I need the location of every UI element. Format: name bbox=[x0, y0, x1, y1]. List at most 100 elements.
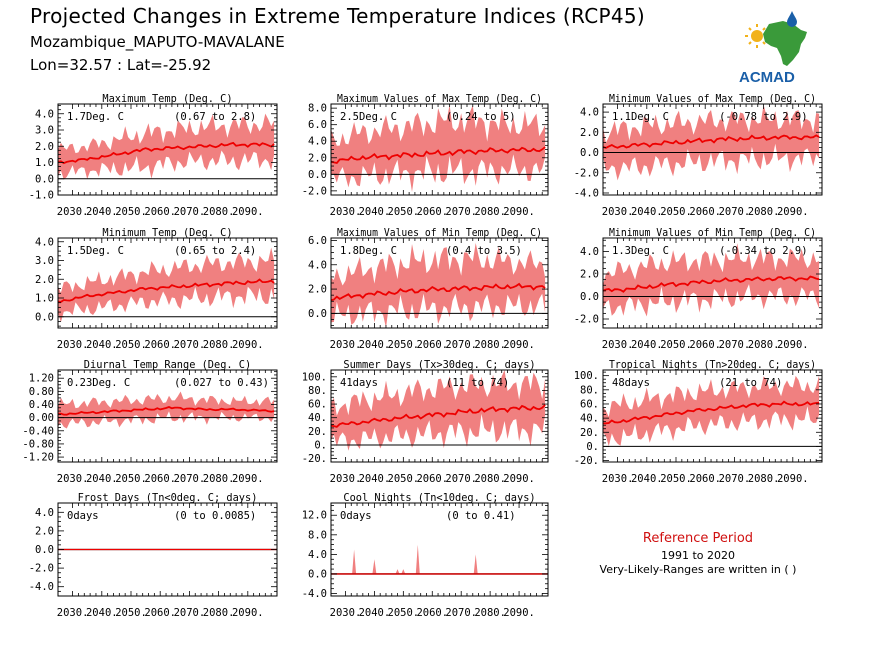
chart-panel-4: 2030.2040.2050.2060.2070.2080.2090. 0.0 1.… bbox=[35, 227, 278, 351]
x-tick-label: 2050. bbox=[115, 607, 147, 619]
range-spike bbox=[395, 569, 400, 574]
y-tick-label: -1.0 bbox=[29, 190, 54, 202]
page-title: Projected Changes in Extreme Temperature… bbox=[30, 4, 646, 28]
y-tick-label: 0. bbox=[314, 439, 327, 451]
y-tick-label: 3.0 bbox=[35, 125, 54, 137]
y-tick-label: 100. bbox=[302, 371, 327, 383]
x-tick-label: 2050. bbox=[115, 339, 147, 351]
x-tick-label: 2030. bbox=[57, 607, 89, 619]
x-tick-label: 2090. bbox=[777, 339, 809, 351]
y-tick-label: -4.0 bbox=[29, 581, 54, 593]
x-tick-label: 2070. bbox=[445, 607, 477, 619]
very-likely-range-band bbox=[331, 104, 546, 192]
x-tick-label: 2080. bbox=[748, 339, 780, 351]
summary-value: 1.7Deg. C bbox=[67, 111, 124, 123]
very-likely-range-band bbox=[331, 243, 546, 328]
x-tick-label: 2060. bbox=[416, 473, 448, 485]
y-tick-label: -2.0 bbox=[574, 167, 599, 179]
summary-value: 48days bbox=[612, 377, 650, 389]
x-tick-label: 2070. bbox=[445, 339, 477, 351]
chart-title: Diurnal Temp Range (Deg. C) bbox=[84, 359, 251, 371]
x-tick-label: 2090. bbox=[777, 206, 809, 218]
x-tick-label: 2070. bbox=[719, 339, 751, 351]
chart-title: Minimum Values of Max Temp (Deg. C) bbox=[609, 93, 816, 105]
x-tick-label: 2070. bbox=[445, 206, 477, 218]
x-tick-label: 2070. bbox=[445, 473, 477, 485]
median-series-line bbox=[330, 146, 546, 164]
x-tick-label: 2080. bbox=[203, 607, 235, 619]
summary-value: 0.23Deg. C bbox=[67, 377, 130, 389]
very-likely-range-label: (11 to 74) bbox=[446, 377, 509, 389]
plot-frame bbox=[57, 369, 278, 463]
y-tick-label: 2.0 bbox=[35, 274, 54, 286]
plot-frame bbox=[57, 237, 278, 329]
x-tick-label: 2030. bbox=[602, 206, 634, 218]
y-tick-label: 4.0 bbox=[35, 507, 54, 519]
reference-period-years: 1991 to 2020 bbox=[660, 549, 736, 562]
plot-frame bbox=[602, 237, 823, 329]
y-tick-label: -0.40 bbox=[22, 425, 54, 437]
x-tick-label: 2090. bbox=[503, 607, 535, 619]
water-drop-icon bbox=[787, 11, 797, 27]
y-tick-label: -4.0 bbox=[574, 187, 599, 199]
x-tick-label: 2030. bbox=[330, 473, 362, 485]
y-tick-label: 20. bbox=[308, 426, 327, 438]
x-tick-label: 2070. bbox=[174, 206, 206, 218]
logo-text: ACMAD bbox=[739, 69, 795, 86]
y-tick-label: 4.0 bbox=[580, 246, 599, 258]
x-tick-label: 2040. bbox=[631, 339, 663, 351]
x-tick-label: 2080. bbox=[203, 473, 235, 485]
x-tick-label: 2080. bbox=[748, 206, 780, 218]
x-tick-label: 2040. bbox=[86, 206, 118, 218]
y-tick-label: -4.0 bbox=[302, 588, 327, 600]
x-tick-label: 2050. bbox=[388, 607, 420, 619]
y-tick-label: 60. bbox=[580, 398, 599, 410]
x-tick-label: 2080. bbox=[474, 607, 506, 619]
y-tick-label: 0.0 bbox=[580, 291, 599, 303]
very-likely-range-band bbox=[58, 391, 275, 429]
very-likely-range-label: (0.027 to 0.43) bbox=[174, 377, 269, 389]
x-tick-label: 2030. bbox=[57, 339, 89, 351]
y-tick-label: -20. bbox=[574, 455, 599, 467]
x-tick-label: 2070. bbox=[174, 607, 206, 619]
y-tick-label: 0.80 bbox=[29, 386, 54, 398]
x-tick-label: 2060. bbox=[689, 339, 721, 351]
very-likely-range-label: (-0.34 to 2.9) bbox=[719, 245, 808, 257]
plot-frame bbox=[602, 369, 823, 463]
median-series-line bbox=[602, 400, 820, 425]
median-series-line bbox=[57, 278, 275, 303]
x-tick-label: 2090. bbox=[777, 473, 809, 485]
y-tick-label: 0.0 bbox=[35, 544, 54, 556]
x-tick-label: 2050. bbox=[660, 339, 692, 351]
plot-frame bbox=[57, 103, 278, 196]
y-tick-label: 1.0 bbox=[35, 157, 54, 169]
x-tick-label: 2080. bbox=[203, 339, 235, 351]
y-tick-label: 0.0 bbox=[308, 568, 327, 580]
median-series-line bbox=[58, 406, 275, 416]
chart-panel-7: 2030.2040.2050.2060.2070.2080.2090. -1.20… bbox=[22, 359, 278, 485]
acmad-logo: ACMAD bbox=[739, 11, 807, 86]
y-tick-label: 3.0 bbox=[35, 255, 54, 267]
summary-value: 1.5Deg. C bbox=[67, 245, 124, 257]
x-tick-label: 2040. bbox=[86, 339, 118, 351]
x-tick-label: 2090. bbox=[232, 206, 264, 218]
chart-title: Maximum Values of Max Temp (Deg. C) bbox=[337, 93, 542, 105]
y-tick-label: 2.0 bbox=[580, 269, 599, 281]
y-tick-label: 4.0 bbox=[308, 549, 327, 561]
y-tick-label: 4.0 bbox=[35, 108, 54, 120]
x-tick-label: 2050. bbox=[388, 339, 420, 351]
summary-value: 41days bbox=[340, 377, 378, 389]
range-spike bbox=[401, 569, 406, 574]
x-tick-label: 2050. bbox=[388, 206, 420, 218]
very-likely-ranges-note: Very-Likely-Ranges are written in ( ) bbox=[599, 563, 797, 576]
y-tick-label: 1.0 bbox=[35, 293, 54, 305]
y-tick-label: 0.00 bbox=[29, 412, 54, 424]
x-tick-label: 2060. bbox=[144, 473, 176, 485]
median-series-line bbox=[57, 141, 275, 165]
very-likely-range-label: (0.4 to 3.5) bbox=[446, 245, 522, 257]
very-likely-range-label: (0.65 to 2.4) bbox=[174, 245, 256, 257]
x-tick-label: 2050. bbox=[660, 473, 692, 485]
x-tick-label: 2060. bbox=[416, 206, 448, 218]
y-tick-label: 4.0 bbox=[35, 236, 54, 248]
x-tick-label: 2090. bbox=[503, 206, 535, 218]
